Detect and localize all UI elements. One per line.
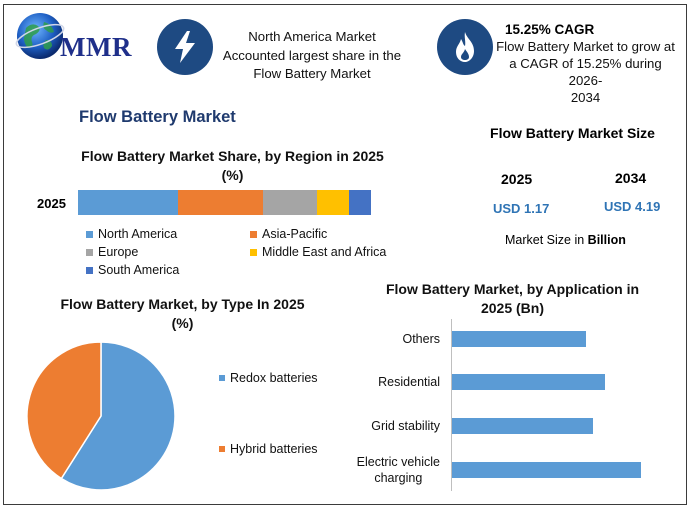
region-bar-segment-north-america <box>78 190 178 215</box>
logo-text: MMR <box>60 32 132 62</box>
application-category-label: Others <box>402 331 440 347</box>
cagr-line-2: a CAGR of 15.25% during 2026- <box>509 56 662 88</box>
region-legend: North America Asia-Pacific Europe Middle… <box>86 227 416 282</box>
unit-note-unit: Billion <box>587 233 626 247</box>
cagr-callout: 15.25% CAGR Flow Battery Market to grow … <box>493 21 678 106</box>
market-size-value-2025: USD 1.17 <box>493 201 550 216</box>
legend-swatch <box>250 248 257 256</box>
application-axis-line <box>451 319 452 491</box>
frame-border <box>3 4 687 505</box>
legend-swatch <box>86 230 93 238</box>
application-category-label: Electric vehicle charging <box>357 454 440 486</box>
application-category-label: Grid stability <box>371 418 440 434</box>
region-bar-segment-europe <box>262 190 317 215</box>
legend-item-hybrid-batteries: Hybrid batteries <box>219 442 318 456</box>
application-category-label: Residential <box>378 374 440 390</box>
type-chart-title-line-2: (%) <box>171 315 194 331</box>
region-chart-title: Flow Battery Market Share, by Region in … <box>60 147 405 185</box>
type-chart-title-line-1: Flow Battery Market, by Type In 2025 <box>60 296 305 312</box>
north-america-line-3: Flow Battery Market <box>253 66 371 81</box>
application-category-label-line: charging <box>374 471 423 485</box>
market-size-year-2025: 2025 <box>501 171 533 187</box>
legend-swatch <box>86 266 93 274</box>
legend-item-asia-pacific: Asia-Pacific <box>250 227 327 241</box>
legend-label: Middle East and Africa <box>262 245 387 259</box>
application-category-label-line: Others <box>402 332 440 346</box>
main-title: Flow Battery Market <box>79 108 236 126</box>
unit-note-prefix: Market Size in <box>505 233 588 247</box>
legend-label: Asia-Pacific <box>262 227 328 241</box>
cagr-title: 15.25% CAGR <box>505 22 595 37</box>
application-chart-title-line-1: Flow Battery Market, by Application in <box>385 281 640 297</box>
legend-swatch <box>86 248 93 256</box>
legend-item-south-america: South America <box>86 263 179 277</box>
legend-item-middle-east-africa: Middle East and Africa <box>250 245 386 259</box>
region-chart-title-line-2: (%) <box>221 167 244 183</box>
legend-label: North America <box>98 227 178 241</box>
application-chart-title-line-2: 2025 (Bn) <box>480 300 545 316</box>
pie-slice-redox-batteries <box>60 341 176 491</box>
market-size-value-2034: USD 4.19 <box>604 199 661 214</box>
north-america-line-2: Accounted largest share in the <box>222 47 402 63</box>
legend-swatch <box>250 230 257 238</box>
region-bar-segment-south-america <box>349 190 371 215</box>
legend-swatch <box>219 446 225 452</box>
legend-item-north-america: North America <box>86 227 177 241</box>
legend-swatch <box>219 375 225 381</box>
flame-icon <box>437 19 493 75</box>
application-bar-grid-stability <box>452 418 593 434</box>
legend-item-europe: Europe <box>86 245 138 259</box>
application-bar-chart: Others Residential Grid stability Electric … <box>340 319 680 491</box>
north-america-callout: North America Market Accounted largest s… <box>212 28 412 84</box>
region-stacked-bar <box>78 190 371 215</box>
application-bar-residential <box>452 374 605 390</box>
cagr-line-1: Flow Battery Market to grow at <box>496 39 675 54</box>
legend-item-redox-batteries: Redox batteries <box>219 371 318 385</box>
region-bar-category-label: 2025 <box>37 196 66 211</box>
cagr-line-3: 2034 <box>570 90 601 105</box>
logo: MMR <box>12 8 142 63</box>
legend-label: South America <box>98 263 180 277</box>
north-america-line-1: North America Market <box>248 29 376 44</box>
region-bar-segment-middle-east-and-africa <box>316 190 349 215</box>
application-bar-electric-vehicle-charging <box>452 462 642 478</box>
pie-slice-hybrid-batteries <box>26 341 102 480</box>
globe-icon <box>15 13 65 59</box>
application-category-label-line: Grid stability <box>371 419 440 433</box>
market-size-title: Flow Battery Market Size <box>490 125 655 141</box>
legend-label: Hybrid batteries <box>230 442 318 456</box>
application-bar-others <box>452 331 587 347</box>
legend-label: Redox batteries <box>230 371 318 385</box>
market-size-unit-note: Market Size in Billion <box>505 233 626 247</box>
type-pie-chart <box>26 341 176 491</box>
market-size-year-2034: 2034 <box>615 170 647 186</box>
region-bar-segment-asia-pacific <box>177 190 263 215</box>
application-category-label-line: Electric vehicle <box>356 455 440 469</box>
application-category-label-line: Residential <box>378 375 440 389</box>
lightning-icon <box>157 19 213 75</box>
type-chart-title: Flow Battery Market, by Type In 2025 (%) <box>45 295 320 333</box>
application-chart-title: Flow Battery Market, by Application in 2… <box>370 280 655 318</box>
region-chart-title-line-1: Flow Battery Market Share, by Region in … <box>81 148 384 164</box>
legend-label: Europe <box>98 245 139 259</box>
